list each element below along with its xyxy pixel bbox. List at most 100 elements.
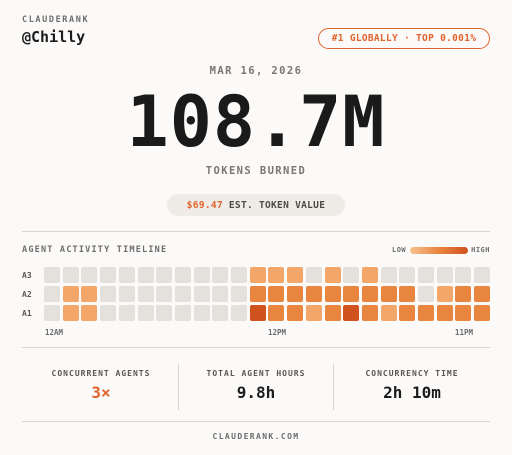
heatmap-cell-a3-h1: [62, 267, 79, 283]
heatmap-cell-a2-h5: [137, 286, 154, 302]
row-label-a3: A3: [22, 271, 32, 280]
divider-bottom: [22, 421, 490, 422]
heatmap-cell-a3-h18: [380, 267, 397, 283]
stat-concurrent-agents-value: 3×: [91, 383, 111, 402]
tokens-value: 108.7M: [126, 81, 386, 163]
heatmap-cell-a3-h3: [100, 267, 117, 283]
row-label-a2: A2: [22, 290, 32, 299]
stat-total-agent-hours-value: 9.8h: [236, 383, 276, 402]
heatmap-cell-a2-h13: [287, 286, 304, 302]
footer-link: CLAUDERANK.COM: [212, 432, 300, 441]
heatmap-cell-a2-h7: [174, 286, 191, 302]
stat-concurrent-agents-label: CONCURRENT AGENTS: [51, 369, 151, 378]
heatmap-cell-a3-h0: [44, 267, 60, 283]
heatmap-cell-a3-h14: [305, 267, 322, 283]
heatmap-cell-a2-h20: [418, 286, 434, 302]
token-value-label: EST. TOKEN VALUE: [228, 199, 326, 211]
heatmap-cell-a1-h12: [268, 305, 285, 321]
stat-divider-1: [178, 364, 179, 410]
heatmap-cell-a1-h15: [324, 305, 341, 321]
heatmap-cell-a3-h11: [249, 267, 266, 283]
heatmap-cell-a3-h23: [474, 267, 491, 283]
row-label-a1: A1: [22, 309, 32, 318]
brand-label: CLAUDERANK: [22, 15, 90, 25]
legend-high-label: HIGH: [471, 246, 490, 254]
intensity-legend: LOW HIGH: [392, 245, 490, 255]
heatmap-cell-a3-h9: [212, 267, 229, 283]
heatmap-cell-a3-h5: [137, 267, 154, 283]
legend-low-label: LOW: [392, 246, 407, 254]
divider-middle: [22, 347, 490, 348]
heatmap-cell-a3-h12: [268, 267, 285, 283]
tick-12am: 12AM: [45, 328, 64, 337]
heatmap-cell-a1-h23: [474, 305, 491, 321]
divider-top: [22, 231, 490, 232]
heatmap-cell-a3-h13: [287, 267, 304, 283]
heatmap-cell-a3-h7: [174, 267, 191, 283]
heatmap-cell-a1-h0: [44, 305, 60, 321]
heatmap-cell-a2-h0: [44, 286, 60, 302]
heatmap-cell-a2-h16: [343, 286, 360, 302]
heatmap-cell-a3-h15: [324, 267, 341, 283]
heatmap-cell-a2-h4: [118, 286, 135, 302]
heatmap-cell-a1-h17: [361, 305, 378, 321]
heatmap-cell-a3-h4: [118, 267, 135, 283]
heatmap-cell-a3-h2: [81, 267, 98, 283]
heatmap-cell-a3-h22: [455, 267, 472, 283]
heatmap-cell-a1-h21: [436, 305, 453, 321]
rank-badge: #1 GLOBALLY · TOP 0.001%: [318, 28, 490, 49]
heatmap-cell-a1-h2: [81, 305, 98, 321]
heatmap-cell-a2-h10: [231, 286, 247, 302]
heatmap-cell-a2-h22: [455, 286, 472, 302]
heatmap-cell-a3-h17: [361, 267, 378, 283]
heatmap-cell-a2-h18: [380, 286, 397, 302]
heatmap-cell-a2-h2: [81, 286, 98, 302]
heatmap-cell-a3-h8: [193, 267, 210, 283]
heatmap-cell-a2-h6: [156, 286, 173, 302]
heatmap-cell-a1-h13: [287, 305, 304, 321]
heatmap-cell-a2-h19: [399, 286, 416, 302]
heatmap-cell-a1-h14: [305, 305, 322, 321]
heatmap-cell-a1-h6: [156, 305, 173, 321]
heatmap-cell-a3-h21: [436, 267, 453, 283]
heatmap-cell-a2-h15: [324, 286, 341, 302]
tick-11pm: 11PM: [455, 328, 474, 337]
heatmap-cell-a3-h16: [343, 267, 360, 283]
heatmap-cell-a1-h8: [193, 305, 210, 321]
heatmap-cell-a1-h4: [118, 305, 135, 321]
heatmap-cell-a2-h9: [212, 286, 229, 302]
heatmap-cell-a1-h19: [399, 305, 416, 321]
user-handle: @Chilly: [22, 28, 86, 46]
heatmap-cell-a2-h1: [62, 286, 79, 302]
token-value-pill: $69.47 EST. TOKEN VALUE: [167, 194, 345, 216]
tick-12pm: 12PM: [268, 328, 287, 337]
heatmap-cell-a1-h3: [100, 305, 117, 321]
stat-divider-2: [333, 364, 334, 410]
heatmap-cell-a3-h6: [156, 267, 173, 283]
heatmap-cell-a1-h5: [137, 305, 154, 321]
token-value-amount: $69.47: [186, 199, 223, 211]
heatmap-cell-a1-h9: [212, 305, 229, 321]
heatmap-cell-a1-h18: [380, 305, 397, 321]
heatmap-cell-a2-h17: [361, 286, 378, 302]
date-label: MAR 16, 2026: [209, 65, 303, 77]
heatmap-cell-a1-h20: [418, 305, 434, 321]
heatmap-cell-a3-h19: [399, 267, 416, 283]
heatmap-cell-a3-h10: [231, 267, 247, 283]
heatmap-cell-a1-h11: [249, 305, 266, 321]
heatmap-cell-a2-h12: [268, 286, 285, 302]
heatmap-cell-a1-h10: [231, 305, 247, 321]
heatmap-cell-a2-h14: [305, 286, 322, 302]
legend-gradient-bar: [409, 246, 468, 254]
heatmap-cell-a2-h21: [436, 286, 453, 302]
heatmap-cell-a2-h3: [100, 286, 117, 302]
heatmap-cell-a1-h16: [343, 305, 360, 321]
heatmap-cell-a3-h20: [418, 267, 434, 283]
timeline-title: AGENT ACTIVITY TIMELINE: [22, 245, 168, 255]
stat-total-agent-hours-label: TOTAL AGENT HOURS: [206, 369, 306, 378]
heatmap-cell-a2-h8: [193, 286, 210, 302]
tokens-label: TOKENS BURNED: [205, 165, 307, 177]
heatmap-cell-a2-h11: [249, 286, 266, 302]
heatmap-cell-a1-h1: [62, 305, 79, 321]
heatmap-cell-a1-h7: [174, 305, 191, 321]
